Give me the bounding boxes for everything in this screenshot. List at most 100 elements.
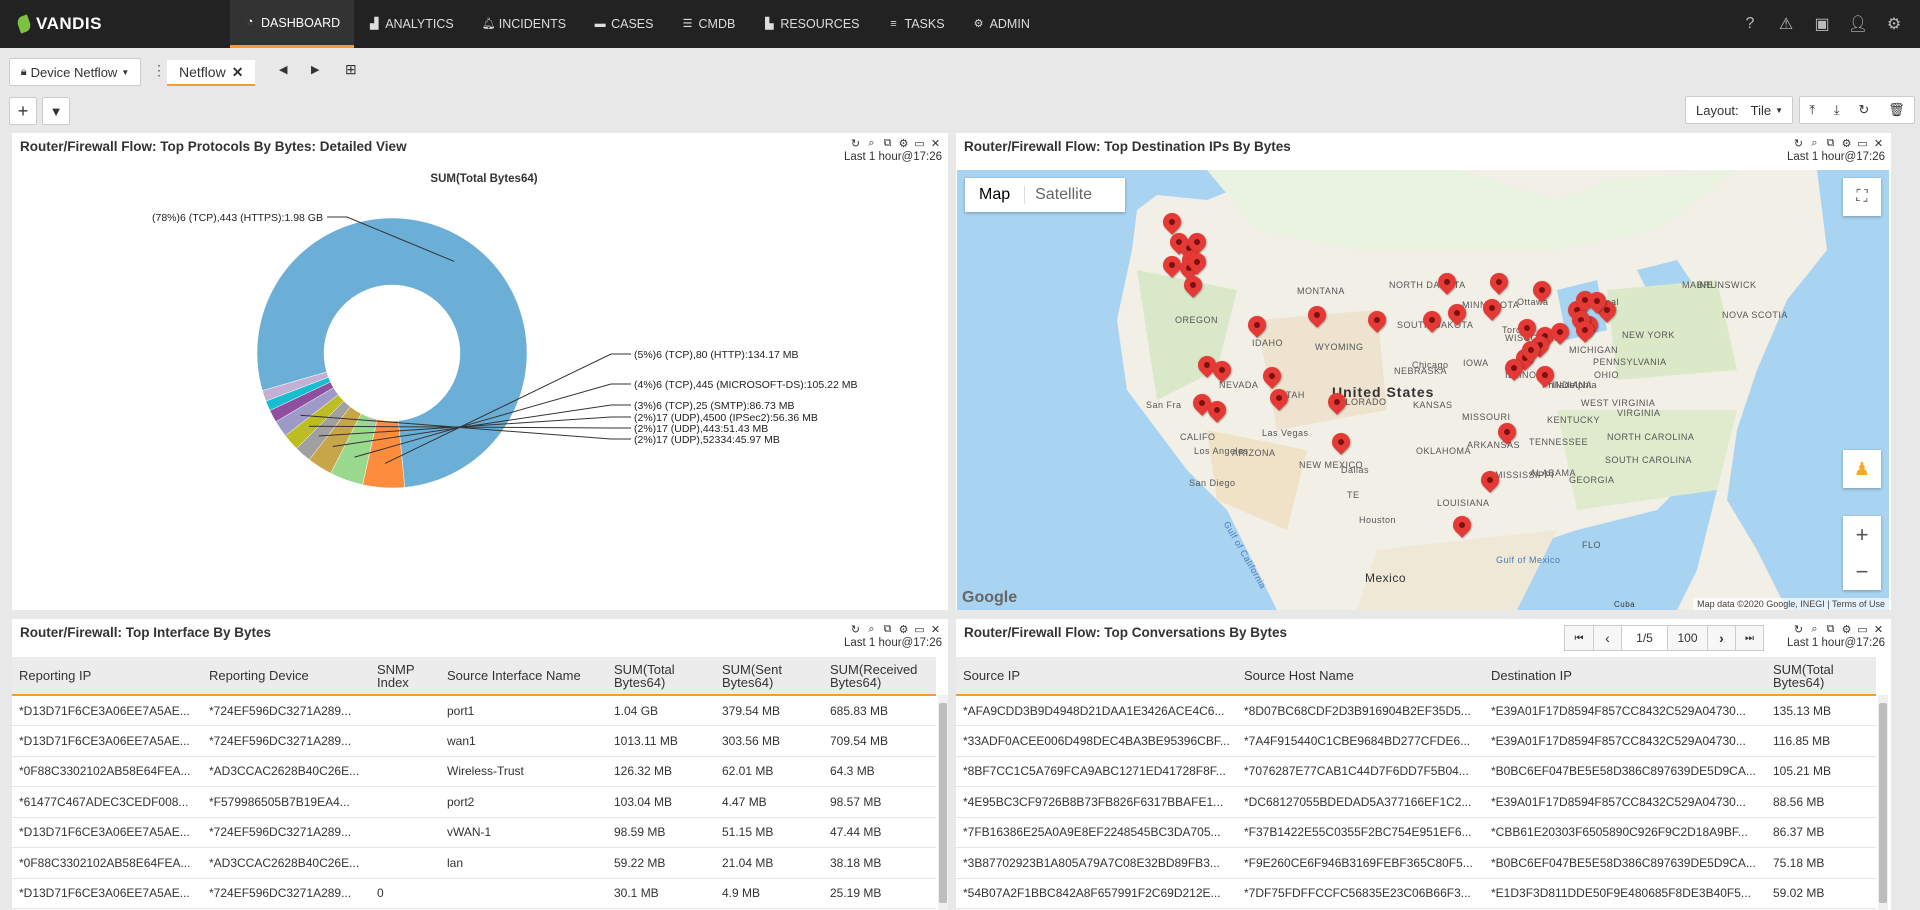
table-row[interactable]: *4E95BC3CF9726B8B73FB826F6317BBAFE1... *D… (956, 786, 1876, 818)
nav-resources[interactable]: ▙ RESOURCES (765, 17, 860, 31)
close-tab-icon[interactable]: ✕ (231, 63, 244, 80)
table-cell: *E39A01F17D8594F857CC8432C529A04730... (1484, 786, 1766, 818)
chart-title: SUM(Total Bytes64) (430, 173, 537, 185)
refresh-icon[interactable]: ↻ (850, 138, 861, 150)
conversations-header-0[interactable]: Source IP (956, 657, 1237, 696)
user-icon[interactable]: 👤︎ (1847, 16, 1869, 33)
filter-button[interactable]: ▼ (42, 97, 70, 125)
table-row[interactable]: *54B07A2F1BBC842A8F657991F2C69D212E... *7… (956, 878, 1876, 909)
table-row[interactable]: *0F88C3302102AB58E64FEA... *AD3CCAC2628B4… (12, 847, 936, 879)
help-icon[interactable]: ? (1745, 15, 1755, 32)
map-type-satellite[interactable]: Satellite (1024, 186, 1102, 204)
gear-icon[interactable]: ⚙ (898, 624, 909, 636)
interfaces-table: Reporting IP Reporting Device SNMP Index So… (12, 657, 936, 909)
next-page-icon[interactable]: › (1707, 626, 1735, 650)
terms-link[interactable]: Terms of Use (1831, 599, 1885, 609)
table-row[interactable]: *7FB16386E25A0A9E8EF2248545BC3DA705... *F… (956, 817, 1876, 848)
table-row[interactable]: *D13D71F6CE3A06EE7A5AE... *724EF596DC3271… (12, 725, 936, 757)
interfaces-header-0[interactable]: Reporting IP (12, 657, 202, 696)
interfaces-scrollbar[interactable] (938, 695, 948, 910)
nav-admin[interactable]: ⚙ ADMIN (973, 17, 1030, 31)
pie-slice-0[interactable] (256, 217, 528, 488)
conversations-header-3[interactable]: SUM(Total Bytes64) (1766, 657, 1876, 696)
map-type-map[interactable]: Map (979, 186, 1011, 203)
page-indicator[interactable]: 1/5 (1621, 626, 1667, 650)
copy-icon[interactable]: ⧉ (1826, 623, 1835, 635)
tab-prev-icon[interactable]: ◀ (279, 64, 288, 76)
zoom-in-button[interactable]: + (1855, 522, 1869, 547)
copy-icon[interactable]: ⧉ (1826, 137, 1835, 149)
gear-icon[interactable]: ⚙ (1841, 138, 1852, 150)
maximize-icon[interactable]: ▭ (914, 624, 925, 636)
fullscreen-button[interactable]: ⛶ (1843, 178, 1881, 216)
conversations-header-1[interactable]: Source Host Name (1237, 657, 1484, 696)
conversations-header-2[interactable]: Destination IP (1484, 657, 1766, 696)
add-tab-icon[interactable]: ⊞ (345, 61, 357, 77)
table-row[interactable]: *8BF7CC1C5A769FCA9ABC1271ED41728F8F... *7… (956, 756, 1876, 787)
table-row[interactable]: *D13D71F6CE3A06EE7A5AE... *724EF596DC3271… (12, 695, 936, 726)
interfaces-header-3[interactable]: Source Interface Name (440, 657, 607, 696)
vertical-ellipsis-icon[interactable]: ⋮ (152, 62, 166, 78)
table-row[interactable]: *33ADF0ACEE006D498DEC4BA3BE95396CBF... *7… (956, 725, 1876, 757)
tab-netflow[interactable]: Netflow ✕ (167, 60, 256, 86)
close-icon[interactable]: ✕ (1873, 624, 1884, 636)
search-icon[interactable]: ⌕ (868, 137, 875, 149)
maximize-icon[interactable]: ▭ (1857, 624, 1868, 636)
last-page-icon[interactable]: ⏭ (1735, 626, 1763, 650)
map-label-nevada: NEVADA (1219, 380, 1259, 390)
map-label-brunswick: BRUNSWICK (1697, 280, 1757, 290)
add-widget-button[interactable]: + (9, 97, 37, 125)
first-page-icon[interactable]: ⏮ (1574, 632, 1584, 644)
nav-cmdb[interactable]: ☰ CMDB (682, 17, 736, 31)
layout-select[interactable]: Layout: Tile ▼ (1685, 96, 1793, 124)
interfaces-header-5[interactable]: SUM(Sent Bytes64) (715, 657, 823, 696)
maximize-icon[interactable]: ▭ (1857, 138, 1868, 150)
brand-logo[interactable]: VANDIS (0, 14, 230, 34)
tab-next-icon[interactable]: ▶ (311, 64, 320, 76)
street-view-button[interactable]: ♟ (1843, 450, 1881, 488)
close-icon[interactable]: ✕ (1873, 138, 1884, 150)
refresh-icon[interactable]: ↻ (850, 624, 861, 636)
nav-analytics[interactable]: ▟ ANALYTICS (369, 17, 454, 31)
close-icon[interactable]: ✕ (930, 624, 941, 636)
destination-map[interactable]: United States Mexico Cuba Gulf of Mexico… (957, 170, 1889, 610)
nav-incidents[interactable]: 🔔︎ INCIDENTS (481, 17, 567, 31)
dashboard-select[interactable]: 🔒︎ Device Netflow ▼ (9, 58, 141, 86)
copy-icon[interactable]: ⧉ (883, 623, 892, 635)
search-icon[interactable]: ⌕ (1811, 137, 1818, 149)
table-row[interactable]: *0F88C3302102AB58E64FEA... *AD3CCAC2628B4… (12, 756, 936, 787)
refresh-icon[interactable]: ↻ (1858, 102, 1870, 117)
warning-icon[interactable]: ⚠ (1778, 16, 1794, 33)
table-row[interactable]: *AFA9CDD3B9D4948D21DAA1E3426ACE4C6... *8D… (956, 695, 1876, 726)
prev-page-icon[interactable]: ‹ (1593, 626, 1621, 650)
interfaces-header-6[interactable]: SUM(Received Bytes64) (823, 657, 936, 696)
copy-icon[interactable]: ⧉ (883, 137, 892, 149)
close-icon[interactable]: ✕ (930, 138, 941, 150)
refresh-icon[interactable]: ↻ (1793, 138, 1804, 150)
interfaces-header-2[interactable]: SNMP Index (370, 657, 440, 696)
interfaces-header-1[interactable]: Reporting Device (202, 657, 370, 696)
gear-icon[interactable]: ⚙ (1841, 624, 1852, 636)
table-row[interactable]: *D13D71F6CE3A06EE7A5AE... *724EF596DC3271… (12, 878, 936, 909)
search-icon[interactable]: ⌕ (1811, 623, 1818, 635)
maximize-icon[interactable]: ▭ (914, 138, 925, 150)
refresh-icon[interactable]: ↻ (1793, 624, 1804, 636)
upload-icon[interactable]: ⤒ (1809, 102, 1816, 117)
table-row[interactable]: *61477C467ADEC3CEDF008... *F579986505B7B1… (12, 786, 936, 818)
nav-dashboard[interactable]: ◔ DASHBOARD (230, 0, 355, 48)
settings-icon[interactable]: ⚙ (1886, 16, 1902, 33)
conversations-scrollbar[interactable] (1878, 695, 1888, 910)
nav-tasks[interactable]: ≡ TASKS (874, 0, 959, 48)
nav-cases[interactable]: ▬ CASES (594, 17, 654, 31)
gear-icon[interactable]: ⚙ (898, 138, 909, 150)
interfaces-header-4[interactable]: SUM(Total Bytes64) (607, 657, 715, 696)
zoom-out-button[interactable]: − (1855, 559, 1869, 584)
table-row[interactable]: *3B87702923B1A805A79A7C08E32BD89FB3... *F… (956, 847, 1876, 879)
trash-icon[interactable]: 🗑︎ (1888, 102, 1905, 117)
search-icon[interactable]: ⌕ (868, 623, 875, 635)
id-card-icon[interactable]: ▣ (1814, 16, 1830, 33)
download-icon[interactable]: ⤓ (1833, 102, 1840, 117)
table-row[interactable]: *D13D71F6CE3A06EE7A5AE... *724EF596DC3271… (12, 817, 936, 848)
page-size[interactable]: 100 (1667, 626, 1707, 650)
pie-slice-9[interactable] (262, 371, 329, 402)
